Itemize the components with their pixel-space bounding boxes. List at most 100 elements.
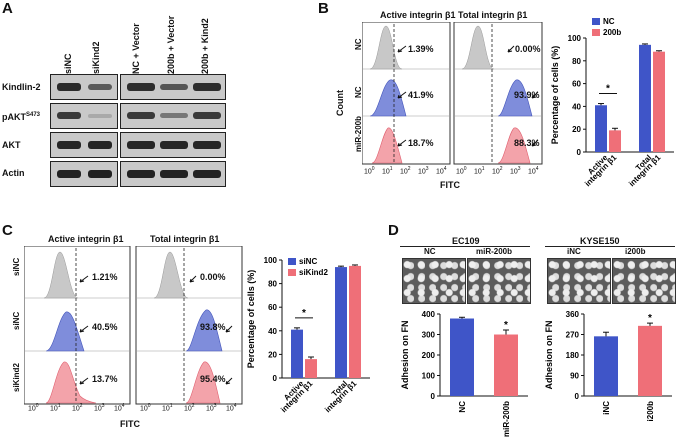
micrograph <box>467 258 531 304</box>
bar <box>609 130 621 152</box>
fitc-axis-label: FITC <box>120 419 140 429</box>
flow-histogram-grid-b <box>362 22 543 165</box>
y-tick-label: 20 <box>572 125 581 134</box>
y-tick-label: 40 <box>268 327 277 336</box>
percentage-label: 0.00% <box>200 272 226 282</box>
significance-marker: * <box>302 308 306 319</box>
hist-title: Active integrin β1 <box>48 234 124 244</box>
legend-swatch <box>288 258 296 265</box>
y-tick-label: 200 <box>422 351 436 360</box>
y-tick-label: 80 <box>572 57 581 66</box>
lane-label: siNC <box>63 53 73 74</box>
bar <box>291 329 303 378</box>
x-tick: 10 <box>72 405 80 413</box>
x-tick: 10 <box>140 405 148 413</box>
y-tick-label: 60 <box>572 80 581 89</box>
x-tick-label: miR-200b <box>502 401 511 437</box>
percentage-label: 93.9% <box>514 90 540 100</box>
fitc-axis-label: FITC <box>440 180 460 190</box>
y-tick-label: 360 <box>566 310 580 319</box>
y-tick-label: 0 <box>575 392 580 401</box>
y-tick-label: 90 <box>570 372 579 381</box>
x-tick: 10 <box>418 168 426 176</box>
x-tick: 10 <box>528 168 536 176</box>
percentage-label: 40.5% <box>92 322 118 332</box>
bar-chart-d-left: 0 100 200 300 400 Adhesion on FN NC miR-200b * <box>400 310 528 437</box>
x-tick: 10 <box>364 168 372 176</box>
percentage-label: 13.7% <box>92 374 118 384</box>
x-tick: 10 <box>226 405 234 413</box>
x-tick: 10 <box>114 405 122 413</box>
x-tick: 10 <box>184 405 192 413</box>
row-label: siNC <box>12 257 21 276</box>
count-axis-label: Count <box>335 90 345 116</box>
x-tick: 10 <box>492 168 500 176</box>
divider <box>545 246 675 247</box>
legend-label: NC <box>603 17 615 26</box>
blot-box <box>50 103 118 129</box>
bar <box>594 336 618 396</box>
significance-marker: * <box>606 84 610 95</box>
legend-label: siKind2 <box>299 268 328 277</box>
percentage-label: 88.3% <box>514 138 540 148</box>
hist-title: Total integrin β1 <box>150 234 220 244</box>
percentage-label: 0.00% <box>515 44 541 54</box>
lane-label: 200b + Vector <box>166 15 176 74</box>
y-tick-label: 80 <box>268 280 277 289</box>
bar <box>450 318 474 396</box>
percentage-label: 93.8% <box>200 322 226 332</box>
image-label: miR-200b <box>476 247 513 256</box>
image-label: NC <box>424 247 436 256</box>
lane-label: siKind2 <box>91 41 101 74</box>
y-axis-label: Percentage of cells (%) <box>246 270 256 369</box>
x-tick: 10 <box>162 405 170 413</box>
blot-box <box>50 74 118 100</box>
significance-marker: * <box>504 320 508 331</box>
y-tick-label: 400 <box>422 310 436 319</box>
y-tick-label: 180 <box>566 351 580 360</box>
blot-row-label: Kindlin-2 <box>2 82 41 92</box>
x-tick: 10 <box>436 168 444 176</box>
x-tick-label: iNC <box>602 401 611 415</box>
bar <box>349 265 361 378</box>
flow-histogram-grid-c <box>24 246 243 405</box>
hist-title: Total integrin β1 <box>458 10 528 20</box>
percentage-label: 1.21% <box>92 272 118 282</box>
legend-label: 200b <box>603 28 621 37</box>
bar <box>494 334 518 396</box>
micrograph <box>547 258 611 304</box>
image-label: iNC <box>567 247 581 256</box>
bar <box>595 105 607 152</box>
panel-c-letter: C <box>2 222 13 239</box>
y-axis-label: Adhesion on FN <box>400 321 410 390</box>
x-tick: 10 <box>456 168 464 176</box>
legend-swatch <box>592 18 600 25</box>
divider <box>400 246 530 247</box>
y-tick-label: 40 <box>572 102 581 111</box>
y-axis-label: Adhesion on FN <box>544 321 554 390</box>
y-tick-label: 100 <box>264 256 278 265</box>
panel-b-letter: B <box>318 0 329 17</box>
blot-row-label: Actin <box>2 168 25 178</box>
x-tick-label: i200b <box>646 401 655 422</box>
bar <box>638 325 662 396</box>
x-tick: 10 <box>382 168 390 176</box>
y-tick-label: 20 <box>268 350 277 359</box>
panel-a-letter: A <box>2 0 13 17</box>
y-tick-label: 100 <box>568 34 582 43</box>
micrograph <box>402 258 466 304</box>
blot-row-label: pAKTS473 <box>2 112 41 122</box>
blot-row-label: AKT <box>2 140 21 150</box>
bar <box>305 359 317 378</box>
x-tick: 10 <box>400 168 408 176</box>
blot-box <box>120 161 226 187</box>
legend-swatch <box>288 269 296 276</box>
bar <box>335 267 347 378</box>
row-label: siNC <box>12 311 21 330</box>
y-tick-label: 0 <box>431 392 436 401</box>
y-tick-label: 300 <box>422 331 436 340</box>
x-tick: 10 <box>474 168 482 176</box>
y-tick-label: 0 <box>273 374 278 383</box>
x-tick: 10 <box>94 405 102 413</box>
